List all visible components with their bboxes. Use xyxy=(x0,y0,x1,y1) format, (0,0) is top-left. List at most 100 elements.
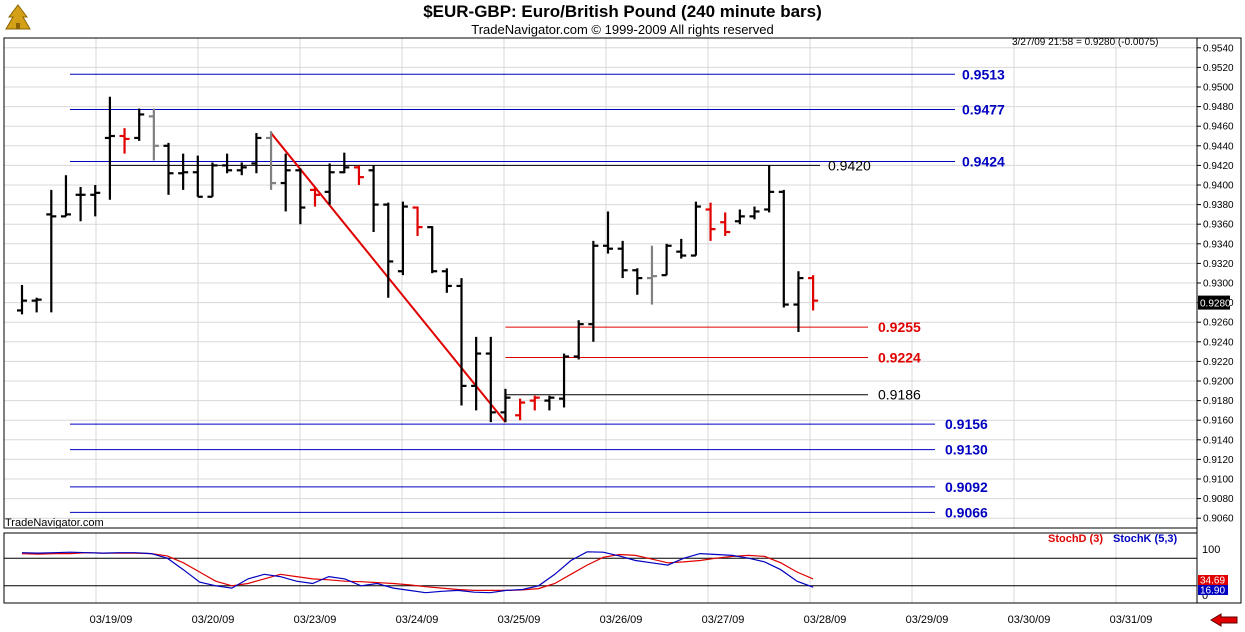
chart-title: $EUR-GBP: Euro/British Pound (240 minute… xyxy=(423,2,822,21)
price-bar xyxy=(471,336,482,411)
price-bar xyxy=(90,185,101,217)
price-bar xyxy=(734,209,745,225)
level-label: 0.9420 xyxy=(828,157,871,173)
price-bar xyxy=(339,152,350,174)
price-bar xyxy=(456,278,467,406)
price-bar xyxy=(280,153,291,212)
y-tick-label: 0.9420 xyxy=(1203,161,1234,172)
stochastic-panel xyxy=(4,551,1197,594)
y-tick-label: 0.9100 xyxy=(1203,475,1234,486)
y-tick-label: 0.9380 xyxy=(1203,200,1234,211)
price-bar xyxy=(353,165,364,185)
price-bar xyxy=(324,163,335,205)
level-label: 0.9477 xyxy=(962,102,1005,118)
price-bar xyxy=(104,96,115,200)
price-bar xyxy=(441,268,452,293)
axes: 0.9540 0.9520 0.9500 0.9480 0.9460 0.9440 0.94… xyxy=(3,37,1242,626)
price-bar xyxy=(207,162,218,198)
stoch-series-line xyxy=(21,551,814,594)
x-tick-label: 03/26/09 xyxy=(600,614,643,626)
price-bar xyxy=(266,131,277,190)
price-bar xyxy=(134,108,145,141)
level-label: 0.9424 xyxy=(962,153,1005,169)
tradenavigator-logo-icon xyxy=(3,3,33,38)
x-tick-label: 03/20/09 xyxy=(192,614,235,626)
x-tick-label: 03/28/09 xyxy=(804,614,847,626)
price-bar xyxy=(588,240,599,342)
price-bar xyxy=(222,153,233,174)
price-bar xyxy=(236,162,247,176)
stoch-value-label: 16.90 xyxy=(1200,586,1225,597)
stoch-tick-label: 100 xyxy=(1202,544,1220,556)
price-bar xyxy=(603,211,613,254)
level-label: 0.9255 xyxy=(878,319,921,335)
x-tick-label: 03/27/09 xyxy=(702,614,745,626)
x-tick-label: 03/29/09 xyxy=(906,614,949,626)
stoch-value-label: 34.69 xyxy=(1200,576,1225,587)
last-price-label: 0.9280 xyxy=(1200,299,1231,310)
y-tick-label: 0.9200 xyxy=(1203,377,1234,388)
y-tick-label: 0.9460 xyxy=(1203,122,1234,133)
level-lines: 0.9513 0.9477 0.9424 0.9420 0.9255 0.9224 0.91… xyxy=(70,66,1005,520)
watermark-text: TradeNavigator.com xyxy=(5,517,104,529)
y-tick-label: 0.9360 xyxy=(1203,220,1234,231)
y-tick-label: 0.9180 xyxy=(1203,396,1234,407)
price-bar xyxy=(60,175,71,218)
price-bar xyxy=(427,226,438,274)
price-bar xyxy=(705,202,716,241)
stoch-value-box xyxy=(1198,575,1228,585)
x-tick-label: 03/31/09 xyxy=(1110,614,1153,626)
y-tick-label: 0.9540 xyxy=(1203,43,1234,54)
price-bars xyxy=(17,96,819,423)
level-label: 0.9130 xyxy=(945,442,988,458)
price-bar xyxy=(720,212,731,236)
x-tick-label: 03/25/09 xyxy=(498,614,541,626)
price-bar xyxy=(559,353,570,408)
price-bar xyxy=(661,243,672,277)
price-bar xyxy=(793,271,804,332)
price-bar xyxy=(17,284,27,315)
price-bar xyxy=(310,186,320,207)
price-bar xyxy=(749,206,760,220)
price-bar xyxy=(646,245,657,305)
price-bar xyxy=(412,206,423,236)
level-label: 0.9513 xyxy=(962,66,1005,82)
last-price-box xyxy=(1198,295,1230,310)
price-bar xyxy=(544,395,555,411)
copyright-text: TradeNavigator.com © 1999-2009 All right… xyxy=(471,22,774,37)
y-tick-label: 0.9480 xyxy=(1203,102,1234,113)
stochastic-panel-frame xyxy=(3,532,1198,604)
price-bar xyxy=(46,189,57,313)
price-bar xyxy=(119,128,130,154)
grid xyxy=(4,38,1197,603)
y-tick-label: 0.9320 xyxy=(1203,259,1234,270)
price-bar xyxy=(690,201,701,257)
y-tick-label: 0.9120 xyxy=(1203,455,1234,466)
level-label: 0.9066 xyxy=(945,504,988,520)
y-tick-label: 0.9520 xyxy=(1203,63,1234,74)
price-bar xyxy=(163,142,174,195)
price-bar xyxy=(529,395,540,411)
price-stamp: 3/27/09 21:58 = 0.9280 (-0.0075) xyxy=(1012,37,1159,48)
scroll-left-arrow-icon[interactable] xyxy=(1209,613,1239,632)
y-tick-label: 0.9260 xyxy=(1203,318,1234,329)
x-tick-label: 03/30/09 xyxy=(1008,614,1051,626)
price-bar xyxy=(251,133,262,174)
price-bar xyxy=(192,155,203,198)
x-tick-label: 03/19/09 xyxy=(90,614,133,626)
price-bar xyxy=(515,398,526,421)
price-bar xyxy=(632,268,643,295)
price-bar xyxy=(397,201,408,276)
price-bar xyxy=(573,320,584,360)
price-bar xyxy=(178,153,189,190)
price-bar xyxy=(31,297,42,313)
stoch-value-box xyxy=(1198,585,1228,595)
y-tick-label: 0.9400 xyxy=(1203,181,1234,192)
price-bar xyxy=(617,240,628,279)
price-bar xyxy=(295,168,306,225)
y-axis-strip xyxy=(1196,37,1242,604)
y-tick-label: 0.9300 xyxy=(1203,279,1234,290)
y-tick-label: 0.9160 xyxy=(1203,416,1234,427)
price-bar xyxy=(676,238,687,259)
